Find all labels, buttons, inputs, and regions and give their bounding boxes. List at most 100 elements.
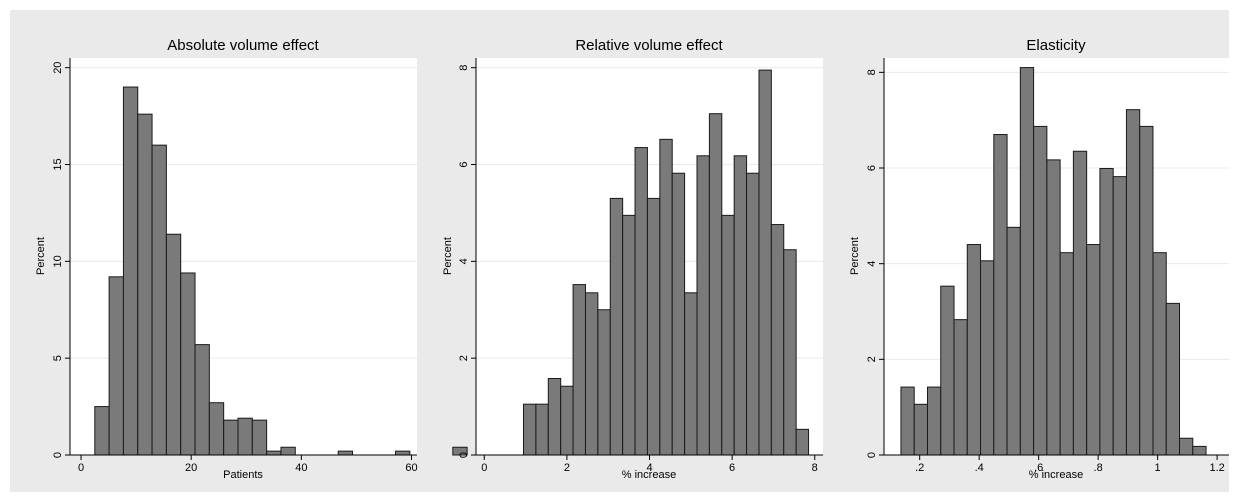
x-axis-label-1: Patients (223, 469, 263, 481)
y-tick-label: 15 (52, 158, 64, 170)
histogram-bar (770, 224, 785, 456)
histogram-bar (1139, 125, 1154, 456)
histogram-bar (1006, 226, 1021, 456)
histogram-bar (721, 214, 735, 456)
histogram-bar (94, 406, 110, 456)
histogram-bar (1059, 252, 1074, 456)
y-tick-label: 4 (866, 261, 878, 267)
x-tick-label: 2 (564, 462, 570, 474)
histogram-bar (900, 386, 915, 456)
y-tick-label: 10 (52, 255, 64, 267)
histogram-bar (795, 428, 810, 456)
chart-title-3: Elasticity (1026, 37, 1086, 54)
y-tick-label: 8 (458, 65, 470, 71)
histogram-bar (609, 197, 624, 456)
histogram-bar (993, 134, 1008, 456)
y-tick-label: 6 (866, 165, 878, 171)
y-axis-label-1: Percent (35, 237, 47, 275)
chart-panel-2: 0 2 4 6 8 0 2 4 6 8 Relative volume effect % incr… (442, 37, 823, 481)
chart-title-2: Relative volume effect (575, 37, 723, 54)
histogram-bar (108, 276, 124, 456)
x-tick-label: 4 (646, 462, 652, 474)
x-tick-label: .4 (975, 462, 984, 474)
histogram-bar (547, 378, 562, 456)
histogram-bar (940, 285, 955, 456)
histogram-bar (634, 147, 648, 456)
histogram-bar (523, 403, 537, 456)
histogram-bar (560, 385, 574, 456)
histogram-bar (208, 402, 225, 456)
y-tick-label: 0 (458, 452, 470, 458)
ticks-3: .2 .4 .6 .8 1 1.2 0 2 4 6 8 (866, 69, 1225, 474)
bars-1 (94, 86, 468, 456)
ticks-2: 0 2 4 6 8 0 2 4 6 8 (458, 65, 818, 474)
y-axis-label-2: Percent (442, 237, 454, 275)
y-tick-label: 0 (866, 452, 878, 458)
histogram-bar (1099, 167, 1114, 456)
histogram-bar (733, 155, 748, 456)
histogram-bar (1112, 176, 1127, 456)
histogram-bar (597, 309, 611, 456)
histogram-bar (1046, 159, 1061, 456)
histogram-bar (913, 403, 928, 456)
histogram-bar (622, 214, 636, 456)
y-tick-label: 2 (866, 356, 878, 362)
histogram-bar (659, 138, 673, 456)
y-tick-label: 8 (866, 69, 878, 75)
x-tick-label: .6 (1034, 462, 1043, 474)
chart-title-1: Absolute volume effect (167, 37, 319, 54)
y-tick-label: 6 (458, 161, 470, 167)
histogram-bar (1179, 437, 1194, 456)
histogram-bar (194, 344, 210, 456)
x-tick-label: 20 (185, 462, 197, 474)
histogram-bar (137, 113, 153, 456)
y-tick-label: 20 (52, 62, 64, 74)
histogram-bar (266, 450, 282, 456)
histogram-bar (395, 450, 411, 456)
histogram-bar (165, 233, 182, 456)
histogram-bar (646, 197, 661, 456)
histogram-bar (953, 319, 968, 456)
histogram-bar (671, 172, 686, 456)
y-tick-label: 2 (458, 355, 470, 361)
bars-3 (900, 67, 1207, 456)
x-tick-label: 60 (405, 462, 417, 474)
histogram-bar (1192, 445, 1207, 456)
x-axis-label-2: % increase (622, 469, 676, 481)
histogram-bar (251, 419, 268, 456)
histogram-bar (1152, 252, 1167, 456)
histogram-bar (1019, 67, 1035, 456)
histogram-bar (1086, 244, 1101, 456)
histogram-bar (237, 417, 253, 456)
histogram-bar (584, 292, 599, 456)
histogram-bar (280, 446, 296, 456)
histogram-bar (926, 386, 942, 456)
histogram-bar (746, 172, 760, 456)
histogram-bar (1072, 150, 1088, 456)
y-axis-label-3: Percent (849, 237, 861, 275)
histogram-bar (1033, 125, 1048, 456)
histogram-bar (452, 446, 468, 456)
ticks-1: 0 20 40 60 0 5 10 15 20 (52, 62, 418, 474)
x-tick-label: 1 (1155, 462, 1161, 474)
histogram-bar (180, 272, 196, 456)
x-tick-label: 1.2 (1209, 462, 1224, 474)
histogram-bar (535, 403, 549, 456)
histogram-bar (122, 86, 139, 456)
y-tick-label: 4 (458, 258, 470, 264)
histogram-bar (1165, 302, 1181, 456)
x-tick-label: 6 (729, 462, 735, 474)
y-tick-label: 5 (52, 355, 64, 361)
histogram-bar (696, 155, 710, 456)
x-tick-label: .2 (915, 462, 924, 474)
histogram-bar (758, 69, 772, 456)
histogram-bar (1125, 109, 1141, 456)
x-tick-label: 0 (78, 462, 84, 474)
histogram-bar (708, 113, 723, 456)
histogram-bar (966, 244, 982, 456)
x-tick-label: 8 (812, 462, 818, 474)
